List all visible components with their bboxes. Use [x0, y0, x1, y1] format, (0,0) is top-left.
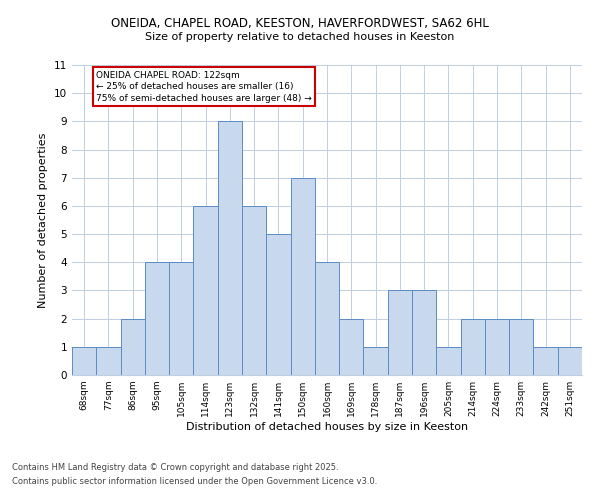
Text: ONEIDA CHAPEL ROAD: 122sqm
← 25% of detached houses are smaller (16)
75% of semi: ONEIDA CHAPEL ROAD: 122sqm ← 25% of deta… [96, 70, 312, 103]
Bar [193, 206, 218, 375]
Bar [339, 318, 364, 375]
Text: ONEIDA, CHAPEL ROAD, KEESTON, HAVERFORDWEST, SA62 6HL: ONEIDA, CHAPEL ROAD, KEESTON, HAVERFORDW… [111, 18, 489, 30]
Bar [290, 178, 315, 375]
Bar [533, 347, 558, 375]
Text: Size of property relative to detached houses in Keeston: Size of property relative to detached ho… [145, 32, 455, 42]
Bar [558, 347, 582, 375]
Bar [96, 347, 121, 375]
X-axis label: Distribution of detached houses by size in Keeston: Distribution of detached houses by size … [186, 422, 468, 432]
Bar [388, 290, 412, 375]
Bar [266, 234, 290, 375]
Bar [121, 318, 145, 375]
Bar [145, 262, 169, 375]
Bar [436, 347, 461, 375]
Bar [72, 347, 96, 375]
Bar [242, 206, 266, 375]
Bar [218, 122, 242, 375]
Text: Contains HM Land Registry data © Crown copyright and database right 2025.: Contains HM Land Registry data © Crown c… [12, 464, 338, 472]
Bar [364, 347, 388, 375]
Bar [412, 290, 436, 375]
Bar [315, 262, 339, 375]
Bar [461, 318, 485, 375]
Text: Contains public sector information licensed under the Open Government Licence v3: Contains public sector information licen… [12, 477, 377, 486]
Y-axis label: Number of detached properties: Number of detached properties [38, 132, 49, 308]
Bar [485, 318, 509, 375]
Bar [509, 318, 533, 375]
Bar [169, 262, 193, 375]
